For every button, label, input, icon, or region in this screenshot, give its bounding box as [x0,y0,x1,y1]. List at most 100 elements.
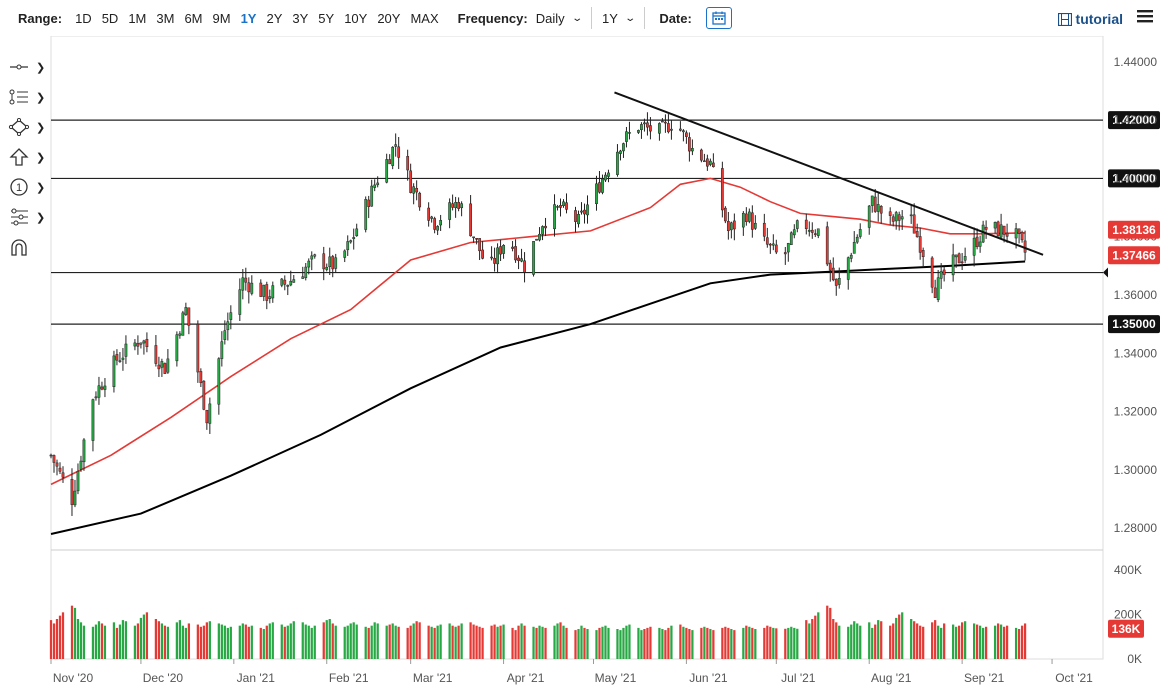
volume-bar [937,625,940,659]
range-1y-button[interactable]: 1Y [240,10,257,26]
menu-button[interactable] [1137,9,1153,28]
frequency-dropdown[interactable]: Daily ⌄ [536,11,583,26]
volume-bar [262,629,265,659]
range-9m-button[interactable]: 9M [212,10,231,26]
candle-down [679,128,682,131]
candle-down [565,202,568,210]
candle-down [873,196,877,212]
annotation-tool-icon: 1 [10,178,28,196]
volume-bar [685,627,688,659]
volume-bar [439,624,442,659]
candle-up [637,130,640,133]
volume-bar [460,623,463,659]
range-10y-button[interactable]: 10Y [344,10,368,26]
candle-up [894,212,898,222]
x-tick-label: Mar '21 [413,671,453,685]
volume-bar [553,625,556,659]
volume-bar [427,625,430,659]
price-chart[interactable]: 1.42000 1.40000 1.35000 1.44000 1.42000 1.40… [0,36,1169,695]
magnet-tool[interactable] [8,232,48,262]
candle-up [622,143,625,152]
chart-gridlines [50,36,1104,660]
volume-bar [727,627,730,659]
candle-down [469,203,472,237]
plot-frame [50,36,1104,660]
candle-up [999,224,1003,238]
candle-up [364,199,368,230]
volume-bar [208,621,211,659]
volume-bar [322,622,325,659]
shapes-tool[interactable]: ❯ [8,112,48,142]
volume-bar [124,621,128,659]
crosshair-tool[interactable]: ❯ [8,52,48,82]
measure-tool[interactable]: ❯ [8,202,48,232]
range-1m-button[interactable]: 1M [128,10,147,26]
candle-down [367,199,371,207]
volume-bar [175,622,179,659]
range-1d-button[interactable]: 1D [75,10,92,26]
candle-up [909,214,913,217]
volume-bar [370,625,373,659]
arrow-tool[interactable]: ❯ [8,142,48,172]
candle-up [181,312,185,336]
calendar-button[interactable] [705,7,732,29]
candle-down [813,233,817,235]
volume-bar [283,626,286,659]
range-5d-button[interactable]: 5D [101,10,119,26]
volume-bar [1014,627,1018,659]
fibonacci-tool[interactable]: ❯ [8,82,48,112]
candle-down [643,122,646,125]
candle-up [238,289,242,315]
candle-down [726,221,730,231]
volume-bar [814,615,817,659]
candle-up [334,257,338,269]
candle-down [259,282,263,297]
volume-bar [532,626,535,659]
volume-bar [637,627,640,659]
candle-up [346,241,350,251]
volume-bar [247,626,250,659]
candle-down [996,221,1000,237]
volume-bar [241,623,244,659]
period-dropdown[interactable]: 1Y ⌄ [602,11,636,26]
candle-down [933,287,937,298]
candle-down [244,277,248,283]
volume-bar [244,624,247,659]
volume-bar [679,624,682,659]
volume-bar [454,626,457,659]
candle-up [160,361,164,368]
volume-bar [136,623,140,659]
volume-bar [607,627,610,659]
candle-down [598,182,601,193]
candle-down [912,214,916,234]
range-5y-button[interactable]: 5Y [318,10,335,26]
volume-bar [154,619,158,659]
range-3y-button[interactable]: 3Y [292,10,309,26]
candle-up [619,150,622,154]
candle-up [373,184,377,188]
volume-bar [160,623,164,659]
range-max-button[interactable]: MAX [410,10,439,26]
annotation-tool[interactable]: 1 ❯ [8,172,48,202]
candle-down [493,257,496,264]
volume-bar [502,624,505,659]
candle-down [828,262,832,271]
candle-up [595,183,598,205]
candle-up [121,357,125,360]
tutorial-link[interactable]: tutorial [1057,11,1123,27]
candle-down [322,253,326,270]
range-2y-button[interactable]: 2Y [266,10,283,26]
chevron-right-icon: ❯ [36,121,46,134]
range-20y-button[interactable]: 20Y [377,10,401,26]
candle-down [406,156,410,171]
candle-down [1020,232,1024,241]
range-3m-button[interactable]: 3M [156,10,175,26]
candle-up [268,296,272,299]
volume-bar [448,623,451,659]
candle-down [762,222,766,237]
candle-down [196,324,200,373]
range-6m-button[interactable]: 6M [184,10,203,26]
candle-up [852,242,856,254]
candle-up [223,330,227,340]
chevron-down-icon: ⌄ [570,12,583,24]
